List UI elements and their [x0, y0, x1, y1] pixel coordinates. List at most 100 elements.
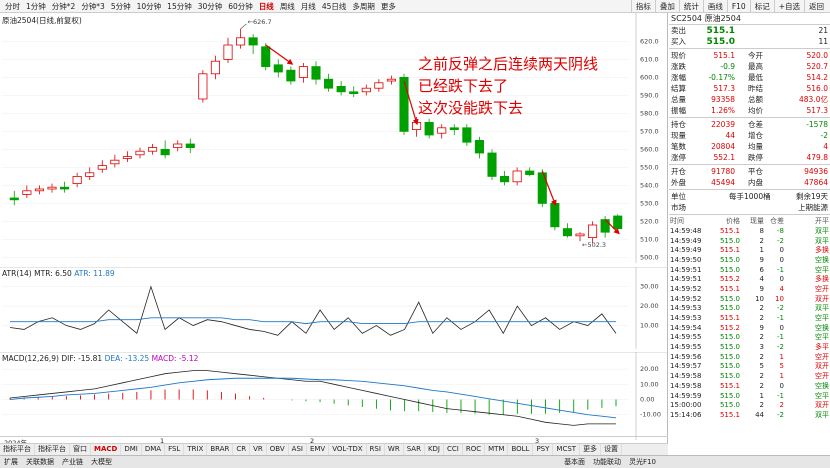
- tool-button-7[interactable]: 返回: [804, 0, 828, 13]
- tool-button-6[interactable]: +自选: [773, 0, 804, 13]
- indicator-tab-9[interactable]: CR: [233, 444, 251, 455]
- period-tab-4[interactable]: 5分钟: [110, 1, 131, 11]
- indicator-tab-19[interactable]: CCI: [444, 444, 463, 455]
- period-tab-2[interactable]: 分钟*2: [51, 1, 76, 11]
- quote-stats: 现价 515.1 今开 520.0 涨跌 -0.9 最高 520.7 涨幅 -0.17% 最低 514…: [669, 50, 830, 116]
- stat-value: -2: [820, 131, 828, 140]
- low-label: ←502.3: [582, 241, 606, 249]
- atr-chart[interactable]: 30.00 20.00 10.00: [0, 267, 668, 349]
- bid-volume: 11: [818, 37, 828, 46]
- period-tab-14[interactable]: 更多: [380, 1, 396, 11]
- indicator-tab-15[interactable]: RSI: [367, 444, 385, 455]
- candle-body: [160, 148, 170, 156]
- candle-body: [562, 228, 572, 237]
- period-tab-13[interactable]: 多周期: [352, 1, 375, 11]
- period-tab-8[interactable]: 60分钟: [228, 1, 253, 11]
- tick-cell: 多换: [815, 275, 829, 284]
- tick-cell: 515.1: [719, 314, 740, 323]
- status-item-1[interactable]: 关联数据: [26, 458, 54, 466]
- indicator-tab-26[interactable]: 设置: [601, 444, 623, 455]
- period-tab-0[interactable]: 分时: [5, 1, 20, 11]
- indicator-tab-13[interactable]: EMV: [307, 444, 330, 455]
- indicator-tab-20[interactable]: ROC: [463, 444, 486, 455]
- tool-button-2[interactable]: 统计: [678, 0, 703, 13]
- indicator-tab-25[interactable]: 更多: [580, 444, 602, 455]
- stat-value: 515.1: [713, 51, 735, 60]
- indicator-tab-1[interactable]: 指标平台: [35, 444, 70, 455]
- indicator-tab-2[interactable]: 窗口: [70, 444, 91, 455]
- tool-button-3[interactable]: 画线: [702, 0, 727, 13]
- candle-body: [374, 82, 384, 89]
- tool-button-1[interactable]: 叠加: [654, 0, 679, 13]
- candle-body: [311, 66, 321, 80]
- status-right-1[interactable]: 功能联动: [593, 458, 622, 466]
- status-right-0[interactable]: 基本面: [564, 458, 586, 466]
- stat-label: 外盘: [671, 178, 686, 187]
- stat-label: 总额: [748, 95, 763, 104]
- period-tab-3[interactable]: 分钟*3: [81, 1, 105, 11]
- stat-value: 47864: [804, 178, 828, 187]
- candlestick-chart[interactable]: 620.0 610.0 600.0 590.0 580.0 570.0 560.0 550.0…: [0, 13, 668, 263]
- stat-label: 总量: [671, 95, 686, 104]
- tick-cell: 2: [759, 304, 764, 313]
- period-tab-1[interactable]: 1分钟: [26, 1, 46, 11]
- chart-area[interactable]: 620.0 610.0 600.0 590.0 580.0 570.0 560.0 550.0…: [0, 13, 668, 453]
- tool-button-5[interactable]: 标记: [749, 0, 774, 13]
- annotation-arrow: [541, 170, 557, 207]
- tick-list[interactable]: 14:59:48 515.1 8 -8 双平 14:59:49 515.0 2 -2 双平 14:5…: [669, 226, 830, 420]
- indicator-tab-10[interactable]: VR: [250, 444, 267, 455]
- candle-body: [185, 143, 195, 148]
- indicator-tab-8[interactable]: BRAR: [207, 444, 234, 455]
- tick-row: 15:14:06 515.1 44 -2 双平: [669, 410, 830, 420]
- tick-cell: 14:59:51: [670, 265, 702, 274]
- tool-button-0[interactable]: 指标: [630, 0, 655, 13]
- ask-volume: 21: [818, 26, 828, 35]
- stat-label: 今开: [748, 51, 763, 60]
- toolbar: 分时 1分钟 分钟*2 分钟*3 5分钟 10分钟 15分钟 30分钟 60分钟 日线 周线 月线 45…: [0, 0, 830, 13]
- indicator-tab-5[interactable]: DMA: [142, 444, 166, 455]
- indicator-tab-7[interactable]: TRIX: [184, 444, 208, 455]
- indicator-tab-6[interactable]: FSL: [165, 444, 185, 455]
- period-tab-6[interactable]: 15分钟: [167, 1, 192, 11]
- status-item-3[interactable]: 大模型: [91, 458, 112, 466]
- period-tab-11[interactable]: 月线: [300, 1, 316, 11]
- indicator-tab-11[interactable]: OBV: [267, 444, 289, 455]
- candle-body: [386, 78, 396, 82]
- tick-cell: 多平: [815, 343, 829, 352]
- indicator-tab-21[interactable]: MTM: [485, 444, 509, 455]
- candle-body: [85, 172, 95, 177]
- indicator-tab-12[interactable]: ASI: [289, 444, 307, 455]
- indicator-tab-16[interactable]: WR: [385, 444, 404, 455]
- rows3-row-0: 开仓 91780 平仓 94936: [669, 166, 830, 177]
- macd-value: MACD: -5.12: [151, 354, 199, 363]
- tick-header-3: 仓差: [770, 217, 784, 225]
- indicator-tab-24[interactable]: MCST: [553, 444, 581, 455]
- macd-chart[interactable]: 20.00 10.00 0.00 -10.00: [0, 352, 668, 440]
- ask-price: 515.1: [706, 25, 735, 36]
- stat-label: 最高: [748, 62, 763, 71]
- tick-row: 15:00:00 515.0 2 2 双开: [669, 400, 830, 410]
- indicator-tab-14[interactable]: VOL-TDX: [329, 444, 367, 455]
- candle-body: [223, 44, 233, 60]
- tool-button-4[interactable]: F10: [726, 0, 750, 13]
- indicator-tab-23[interactable]: PSY: [533, 444, 554, 455]
- period-tab-9[interactable]: 日线: [258, 1, 274, 11]
- tick-cell: 双开: [815, 362, 829, 371]
- tick-cell: 双平: [815, 226, 829, 235]
- tick-cell: 14:59:58: [670, 381, 702, 390]
- indicator-tab-4[interactable]: DMI: [121, 444, 142, 455]
- period-tab-5[interactable]: 10分钟: [136, 1, 162, 11]
- period-tab-7[interactable]: 30分钟: [197, 1, 223, 11]
- status-item-2[interactable]: 产业链: [62, 458, 83, 466]
- tick-header-4: 开平: [815, 217, 829, 225]
- status-item-0[interactable]: 扩展: [4, 458, 18, 466]
- indicator-tab-3[interactable]: MACD: [91, 444, 122, 455]
- tick-cell: 515.0: [719, 333, 740, 342]
- indicator-tab-22[interactable]: BOLL: [508, 444, 534, 455]
- indicator-tab-17[interactable]: SAR: [404, 444, 425, 455]
- period-tab-10[interactable]: 周线: [279, 1, 295, 11]
- indicator-tab-0[interactable]: 指标平台: [0, 444, 35, 455]
- indicator-tab-18[interactable]: KDJ: [425, 444, 444, 455]
- status-right-2[interactable]: 灵光F10: [629, 458, 656, 466]
- period-tab-12[interactable]: 45日线: [321, 1, 347, 11]
